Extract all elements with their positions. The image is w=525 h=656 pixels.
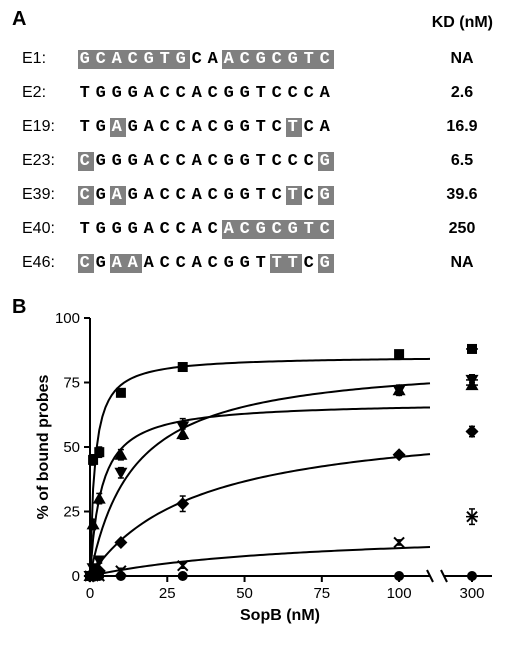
kd-value: 39.6 [422, 186, 502, 204]
sequence-row: E23:CGGGACCACGGTCCCG 6.5 [22, 144, 502, 178]
svg-text:% of bound probes: % of bound probes [35, 374, 52, 519]
svg-text:0: 0 [72, 568, 80, 585]
sequence-text: TGAGACCACGGTCTCA [78, 118, 334, 137]
sequence-row: E1:GCACGTGCAACGCGTC NA [22, 42, 502, 76]
sequence-row: E2:TGGGACCACGGTCCCA 2.6 [22, 76, 502, 110]
sequence-row: E46:CGAAACCACGGTTTCG NA [22, 246, 502, 280]
sequence-text: CGAGACCACGGTCTCG [78, 186, 334, 205]
sequence-row: E40:TGGGACCACACGCGTC 250 [22, 212, 502, 246]
sequence-row: E39:CGAGACCACGGTCTCG 39.6 [22, 178, 502, 212]
binding-chart: 0 25 50 75 100 0 25 50 75 100 300 SopB (nM) % of bou… [32, 308, 502, 628]
svg-text:0: 0 [86, 585, 94, 602]
sequence-table: E1:GCACGTGCAACGCGTC NA E2:TGGGACCACGGTCCCA… [22, 42, 502, 280]
panel-b: B 0 25 50 75 100 0 25 50 75 100 300 SopB (nM) % of b… [0, 296, 525, 656]
sequence-text: TGGGACCACACGCGTC [78, 220, 334, 239]
kd-value: 2.6 [422, 84, 502, 102]
row-label: E19: [22, 118, 78, 136]
svg-text:300: 300 [459, 585, 484, 602]
svg-text:100: 100 [387, 585, 412, 602]
row-label: E46: [22, 254, 78, 272]
kd-value: 6.5 [422, 152, 502, 170]
svg-text:SopB (nM): SopB (nM) [240, 607, 320, 624]
svg-text:25: 25 [159, 585, 176, 602]
kd-value: NA [422, 254, 502, 272]
svg-text:75: 75 [313, 585, 330, 602]
svg-text:50: 50 [236, 585, 253, 602]
row-label: E2: [22, 84, 78, 102]
panel-b-label: B [12, 296, 26, 319]
panel-a-label: A [12, 8, 26, 31]
kd-value: 250 [422, 220, 502, 238]
row-label: E23: [22, 152, 78, 170]
svg-text:100: 100 [55, 310, 80, 327]
row-label: E40: [22, 220, 78, 238]
svg-text:50: 50 [63, 439, 80, 456]
svg-text:25: 25 [63, 504, 80, 521]
row-label: E39: [22, 186, 78, 204]
row-label: E1: [22, 50, 78, 68]
kd-value: 16.9 [422, 118, 502, 136]
sequence-text: CGGGACCACGGTCCCG [78, 152, 334, 171]
sequence-row: E19:TGAGACCACGGTCTCA 16.9 [22, 110, 502, 144]
sequence-text: TGGGACCACGGTCCCA [78, 84, 334, 103]
sequence-text: CGAAACCACGGTTTCG [78, 254, 334, 273]
svg-text:75: 75 [63, 375, 80, 392]
sequence-text: GCACGTGCAACGCGTC [78, 50, 334, 69]
kd-value: NA [422, 50, 502, 68]
kd-header: KD (nM) [432, 14, 493, 32]
